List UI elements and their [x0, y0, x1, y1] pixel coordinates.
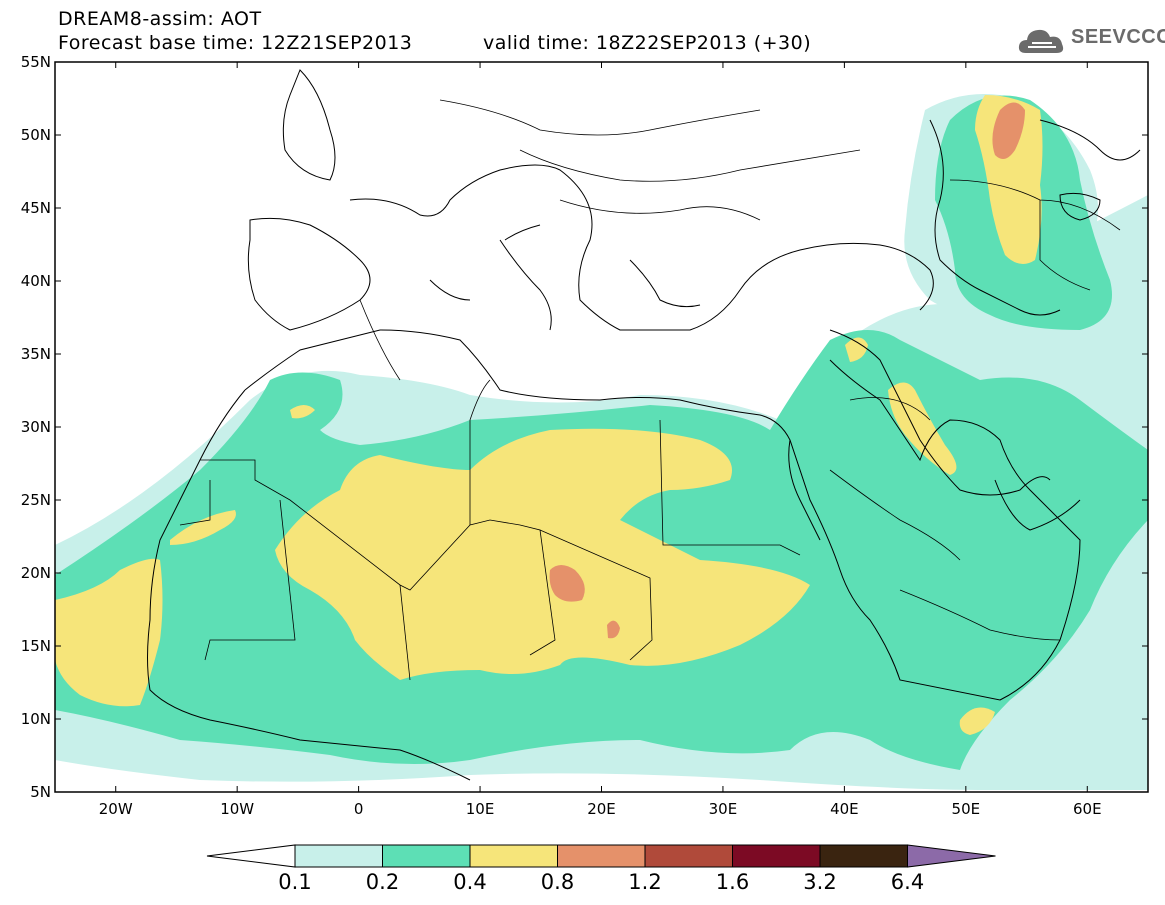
- colorbar-segment: [382, 844, 471, 868]
- lon-tick-label: 60E: [1073, 800, 1102, 818]
- cloud-icon: [1018, 29, 1064, 53]
- lat-tick-label: 35N: [21, 345, 51, 363]
- aot-0.4-band: [55, 95, 1043, 735]
- lat-tick-label: 20N: [21, 564, 51, 582]
- colorbar-level-label: 1.2: [628, 870, 662, 894]
- lat-tick-label: 45N: [21, 199, 51, 217]
- lat-tick-label: 5N: [30, 783, 51, 801]
- colorbar-segment: [732, 844, 821, 868]
- logo-text: SEEVCCC: [1071, 26, 1165, 48]
- lat-tick-label: 30N: [21, 418, 51, 436]
- latitude-axis: 55N 50N 45N 40N 35N 30N 25N 20N 15N 10N 5N: [21, 53, 1148, 801]
- lat-tick-label: 40N: [21, 272, 51, 290]
- lon-tick-label: 20W: [99, 800, 133, 818]
- seevccc-logo: SEEVCCC: [1016, 23, 1165, 59]
- lon-tick-label: 10E: [466, 800, 495, 818]
- colorbar-level-label: 0.1: [278, 870, 312, 894]
- lon-tick-label: 20E: [587, 800, 616, 818]
- colorbar-segment: [819, 844, 908, 868]
- lat-tick-label: 50N: [21, 126, 51, 144]
- colorbar-segment: [557, 844, 646, 868]
- country-borders: [179, 99, 1121, 681]
- longitude-axis: 20W 10W 0 10E 20E 30E 40E 50E 60E: [99, 62, 1102, 818]
- lon-tick-label: 40E: [830, 800, 859, 818]
- base-time-label: Forecast base time: 12Z21SEP2013: [58, 32, 413, 54]
- valid-time-label: valid time: 18Z22SEP2013 (+30): [483, 32, 812, 54]
- coastlines: [147, 69, 1141, 781]
- lat-tick-label: 15N: [21, 637, 51, 655]
- colorbar-level-label: 1.6: [715, 870, 750, 894]
- colorbar-level-label: 0.4: [453, 870, 487, 894]
- color-bar: [206, 844, 996, 868]
- lon-tick-label: 50E: [952, 800, 981, 818]
- colorbar-level-label: 3.2: [803, 870, 837, 894]
- lat-tick-label: 10N: [21, 710, 51, 728]
- aot-0.8-band: [549, 102, 1025, 639]
- colorbar-under-triangle: [206, 844, 296, 868]
- lon-tick-label: 10W: [220, 800, 254, 818]
- colorbar-segment: [294, 844, 383, 868]
- colorbar-level-label: 0.8: [540, 870, 575, 894]
- colorbar-over-triangle: [907, 844, 996, 868]
- lon-tick-label: 0: [354, 800, 364, 818]
- lat-tick-label: 25N: [21, 491, 51, 509]
- colorbar-segment: [469, 844, 558, 868]
- colorbar-segment: [644, 844, 733, 868]
- aot-shading: [55, 94, 1148, 790]
- lon-tick-label: 30E: [709, 800, 738, 818]
- lat-tick-label: 55N: [21, 53, 51, 71]
- colorbar-level-label: 0.2: [365, 870, 400, 894]
- product-title: DREAM8-assim: AOT: [58, 8, 262, 30]
- colorbar-level-label: 6.4: [890, 870, 925, 894]
